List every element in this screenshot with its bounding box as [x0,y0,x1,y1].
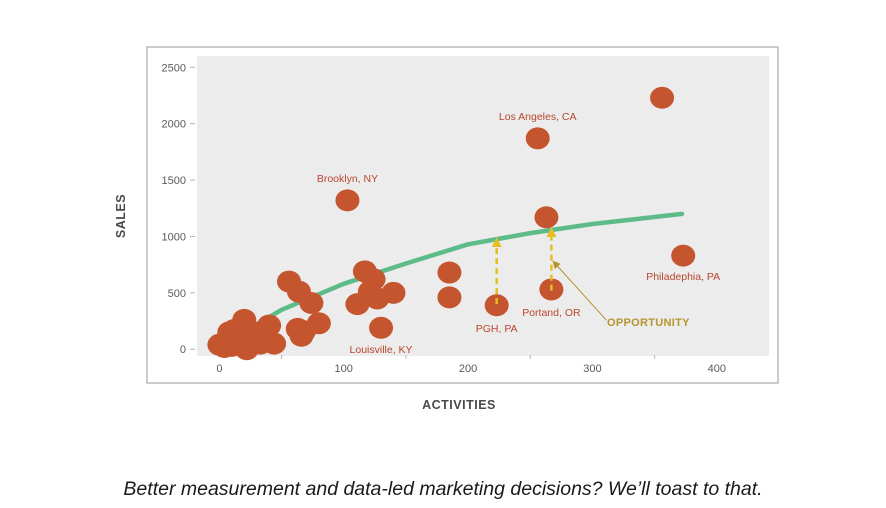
city-label: Philadephia, PA [646,271,720,283]
city-label: Los Angeles, CA [499,111,577,123]
data-point [525,127,550,150]
data-point [671,244,696,267]
data-point [335,189,360,212]
y-axis-ticks: 0 500 1000 1500 2000 2500 [162,62,195,356]
opportunity-arrows [491,226,557,305]
data-point [369,316,394,339]
y-tick-label: 2000 [162,119,186,131]
data-point [257,314,282,337]
city-label: Louisville, KY [350,344,413,356]
scatter-chart: 0 500 1000 1500 2000 2500 0 100 200 300 400 Brook… [114,46,779,412]
data-point [437,286,462,309]
data-point [381,281,406,304]
data-point [262,332,287,355]
city-labels: Brooklyn, NY Los Angeles, CA Philadephia, … [317,111,720,356]
data-point [299,291,324,314]
y-tick-label: 0 [180,344,186,356]
x-tick-label: 400 [708,363,726,375]
data-point [484,294,509,317]
data-point [437,261,462,284]
opportunity-label: OPPORTUNITY [607,317,690,329]
y-axis-title: SALES [114,194,128,238]
data-point [361,268,386,291]
city-label: PGH, PA [476,323,518,335]
opportunity-pointer [552,260,607,321]
data-point [534,206,559,229]
city-label: Portand, OR [522,307,581,319]
data-point [650,86,675,109]
y-tick-label: 1500 [162,175,186,187]
x-tick-label: 100 [335,363,353,375]
x-tick-label: 0 [216,363,222,375]
y-tick-label: 2500 [162,62,186,74]
x-tick-label: 300 [583,363,601,375]
x-tick-label: 200 [459,363,477,375]
city-label: Brooklyn, NY [317,173,378,185]
data-points [207,86,696,361]
y-tick-label: 1000 [162,231,186,243]
x-axis-title: ACTIVITIES [422,398,496,412]
data-point [306,312,331,335]
y-tick-label: 500 [168,288,186,300]
caption: Better measurement and data-led marketin… [123,478,763,500]
x-axis-ticks: 0 100 200 300 400 [216,355,726,375]
